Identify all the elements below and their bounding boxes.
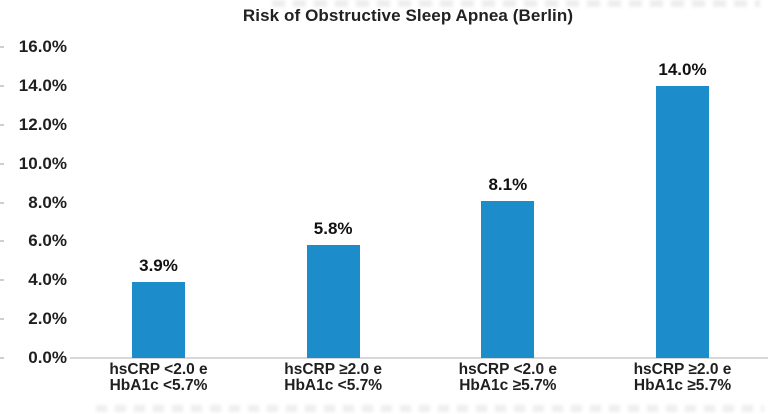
y-axis-tick-mark	[0, 318, 4, 321]
y-axis-tick-mark	[0, 279, 4, 282]
y-axis-tick-mark	[0, 84, 4, 87]
y-axis-tick-label: 14.0%	[18, 75, 67, 95]
chart-title: Risk of Obstructive Sleep Apnea (Berlin)	[242, 6, 574, 25]
y-axis-tick-label: 2.0%	[28, 309, 67, 329]
y-axis-tick-label: 0.0%	[28, 348, 67, 367]
bar	[132, 282, 185, 358]
y-axis-tick-label: 10.0%	[18, 153, 67, 173]
bar-value-label: 5.8%	[313, 219, 353, 239]
y-axis-tick-label: 4.0%	[28, 270, 67, 290]
y-axis-tick-mark	[0, 357, 4, 359]
y-axis-tick-label: 8.0%	[28, 192, 67, 212]
bar-value-label: 14.0%	[658, 59, 707, 79]
x-axis-category-label: hsCRP <2.0 e HbA1c <5.7%	[69, 362, 249, 394]
x-axis-category-label-line: hsCRP ≥2.0 e	[633, 361, 732, 378]
y-axis-tick-label: 6.0%	[28, 231, 67, 251]
y-axis-tick-label: 12.0%	[18, 114, 67, 134]
x-axis-category-label: hsCRP ≥2.0 e HbA1c <5.7%	[243, 362, 423, 394]
y-axis-tick-mark	[0, 201, 4, 204]
x-axis-category-label-line: HbA1c <5.7%	[284, 377, 383, 394]
y-axis-tick-mark	[0, 240, 4, 243]
bar-value-label: 8.1%	[488, 174, 528, 194]
x-axis-category-label: hsCRP ≥2.0 e HbA1c ≥5.7%	[593, 362, 768, 394]
x-axis-category-label-line: HbA1c <5.7%	[109, 377, 208, 394]
x-axis-category-label-line: hsCRP ≥2.0 e	[284, 361, 383, 378]
x-axis-category-label-line: HbA1c ≥5.7%	[633, 377, 732, 394]
bar-value-label: 3.9%	[139, 256, 178, 276]
bar	[656, 85, 709, 358]
y-axis-tick-label: 16.0%	[18, 37, 67, 56]
x-axis-category-label-line: HbA1c ≥5.7%	[459, 377, 557, 394]
x-axis-category-label-line: hsCRP <2.0 e	[109, 361, 208, 378]
x-axis-category-label-line: hsCRP <2.0 e	[458, 361, 558, 378]
bar	[481, 200, 535, 358]
cropped-text-artifact-bottom	[96, 405, 764, 412]
bar	[306, 245, 360, 358]
y-axis-tick-mark	[0, 46, 4, 48]
x-axis-category-label: hsCRP <2.0 e HbA1c ≥5.7%	[418, 362, 598, 394]
y-axis-tick-mark	[0, 162, 4, 165]
y-axis-tick-mark	[0, 123, 4, 126]
x-axis-line	[70, 357, 768, 359]
